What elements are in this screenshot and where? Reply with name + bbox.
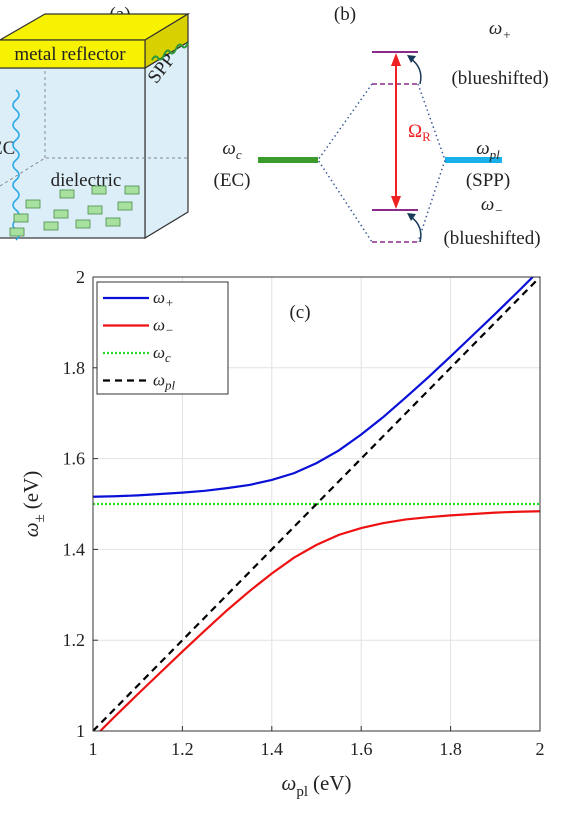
reflector-front bbox=[0, 39, 146, 69]
y-tick-label: 1 bbox=[76, 721, 85, 741]
x-tick-label: 1.8 bbox=[439, 739, 462, 759]
y-tick-label: 1.4 bbox=[63, 539, 86, 559]
arrow-head bbox=[391, 196, 401, 209]
splitting-label: ΩR bbox=[408, 121, 431, 144]
legend: ω+ ω− ωc ωpl bbox=[96, 281, 229, 395]
upper-note: (blueshifted) bbox=[451, 68, 548, 89]
panel-a: (a) metal reflector dielectric SPP EC bbox=[0, 4, 191, 241]
x-tick-label: 2 bbox=[536, 739, 545, 759]
legend-box bbox=[96, 281, 229, 395]
legend-label: ω+ bbox=[153, 288, 174, 310]
spp-wave bbox=[151, 42, 189, 61]
y-tick-label: 1.8 bbox=[63, 358, 86, 378]
panel-b: (b) ΩR ω+ (blueshifted) ωpl (SPP) ω− (bl… bbox=[214, 4, 549, 249]
box-front bbox=[0, 67, 146, 239]
y-axis-label: ω±(eV) bbox=[19, 471, 48, 538]
left-label: ωc bbox=[222, 138, 241, 162]
arrow-head bbox=[407, 213, 416, 221]
legend-label: ωc bbox=[153, 343, 171, 365]
layer-label: dielectric bbox=[51, 170, 122, 191]
lower-label: ω− bbox=[481, 194, 503, 218]
x-axis-label: ωpl (eV) bbox=[282, 771, 352, 800]
emitters bbox=[9, 185, 140, 237]
legend-label: ωpl bbox=[153, 371, 176, 393]
x-tick-label: 1 bbox=[89, 739, 98, 759]
series-line bbox=[93, 277, 540, 731]
legend-label: ω− bbox=[153, 316, 174, 338]
axes-box bbox=[92, 276, 541, 732]
series-line bbox=[93, 277, 535, 498]
arrow-head bbox=[407, 55, 416, 63]
layer-label: metal reflector bbox=[14, 44, 126, 65]
arrow-head bbox=[391, 53, 401, 66]
x-tick-label: 1.4 bbox=[261, 739, 284, 759]
right-note: (SPP) bbox=[466, 170, 510, 191]
annotation: (c) bbox=[289, 302, 310, 323]
series-line bbox=[98, 510, 540, 731]
panel-label: (b) bbox=[334, 4, 356, 25]
y-tick-label: 1.6 bbox=[63, 449, 86, 469]
right-label: ωpl bbox=[476, 138, 500, 162]
chart: 1 1.2 1.4 1.6 1.8 2 1 1.2 1.4 1.6 1.8 2 (c) ω+ ω− ωc ωpl… bbox=[19, 267, 545, 800]
ec-label: EC bbox=[0, 138, 15, 159]
upper-label: ω+ bbox=[489, 18, 511, 42]
left-note: (EC) bbox=[214, 170, 251, 191]
coupling-lines bbox=[317, 83, 446, 243]
lower-note: (blueshifted) bbox=[443, 228, 540, 249]
x-tick-label: 1.6 bbox=[350, 739, 373, 759]
y-tick-label: 2 bbox=[76, 267, 85, 287]
y-tick-label: 1.2 bbox=[63, 630, 86, 650]
x-tick-label: 1.2 bbox=[171, 739, 194, 759]
